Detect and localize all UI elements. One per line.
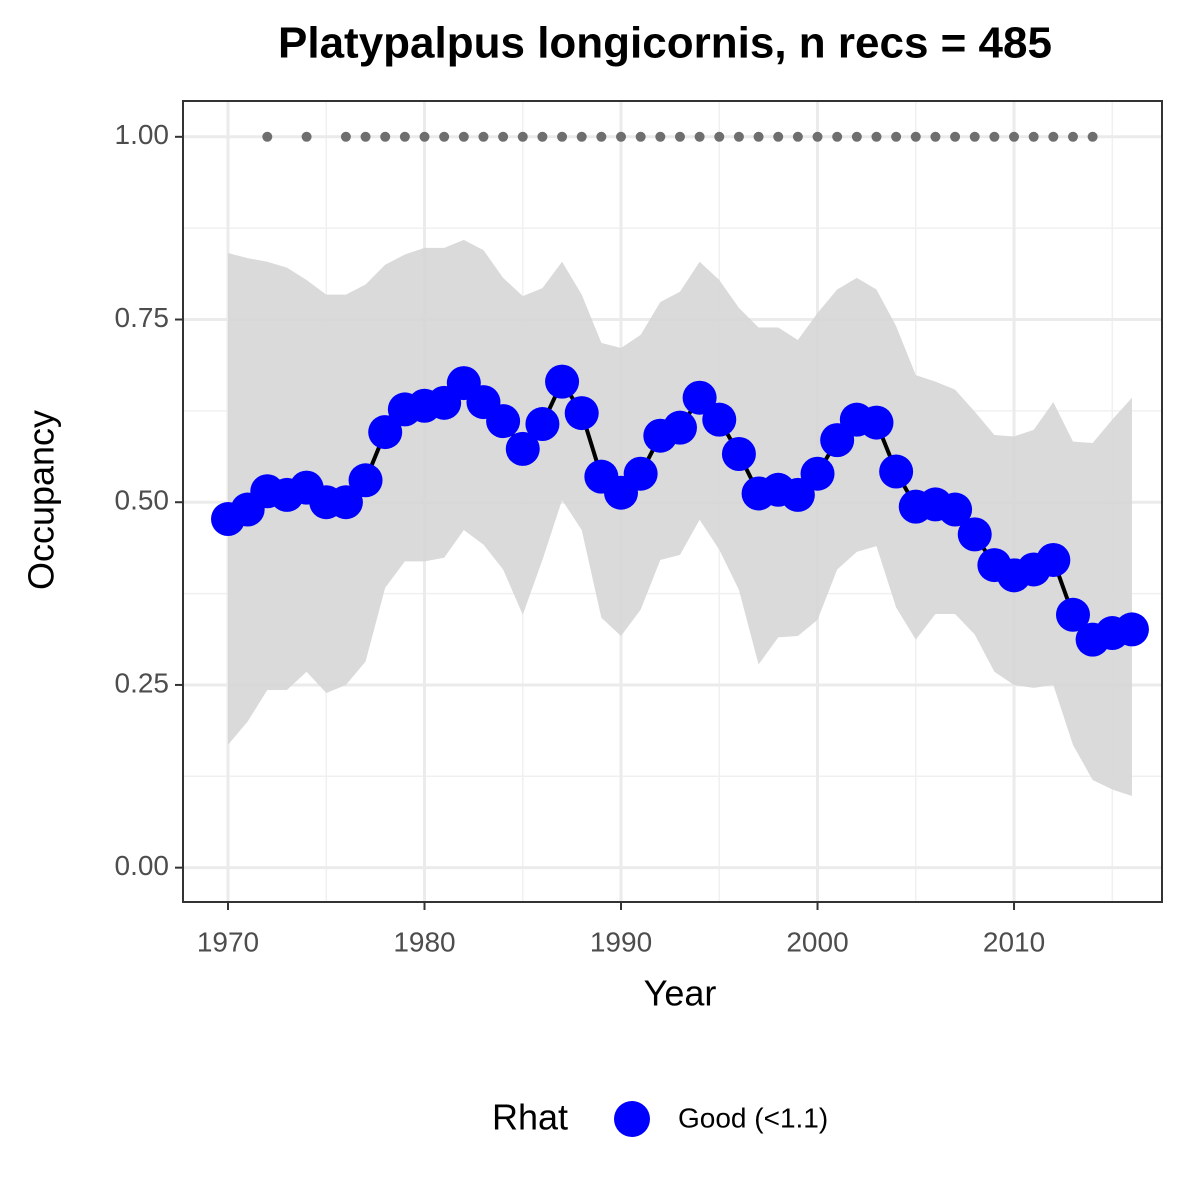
record-dot (832, 131, 843, 142)
record-dot (1028, 131, 1039, 142)
record-dot (576, 131, 587, 142)
point (505, 431, 540, 466)
point (328, 485, 363, 520)
record-dot (616, 131, 627, 142)
y-tick-label: 0.75 (115, 302, 170, 333)
point (859, 405, 894, 440)
record-dot (1087, 131, 1098, 142)
point (623, 456, 658, 491)
y-tick-label: 0.25 (115, 667, 170, 698)
record-dot (439, 131, 450, 142)
record-dot (989, 131, 1000, 142)
record-dot (871, 131, 882, 142)
y-tick-label: 0.50 (115, 485, 170, 516)
y-axis-title: Occupancy (21, 410, 62, 590)
record-dot (399, 131, 410, 142)
record-dot (262, 131, 273, 142)
point (1055, 597, 1090, 632)
legend-key (614, 1101, 650, 1137)
record-dot (812, 131, 823, 142)
point (721, 436, 756, 471)
record-dot (1067, 131, 1078, 142)
record-dot (478, 131, 489, 142)
record-dot (851, 131, 862, 142)
x-tick-label: 2000 (786, 926, 848, 957)
record-dot (301, 131, 312, 142)
point (525, 407, 560, 442)
point (486, 404, 521, 439)
record-dot (930, 131, 941, 142)
record-dot (1009, 131, 1020, 142)
record-dot (674, 131, 685, 142)
record-dot (753, 131, 764, 142)
y-tick-label: 0.00 (115, 850, 170, 881)
record-dot (498, 131, 509, 142)
x-tick-label: 1990 (590, 926, 652, 957)
record-dot (792, 131, 803, 142)
point (368, 415, 403, 450)
point (938, 492, 973, 527)
record-dot (694, 131, 705, 142)
record-dot (635, 131, 646, 142)
record-dot (380, 131, 391, 142)
record-dot (419, 131, 430, 142)
point (800, 456, 835, 491)
legend-title: Rhat (492, 1097, 568, 1138)
point (682, 380, 717, 415)
x-axis-title: Year (644, 973, 717, 1014)
point (564, 396, 599, 431)
record-dot (360, 131, 371, 142)
record-dot (458, 131, 469, 142)
x-tick-label: 1970 (197, 926, 259, 957)
record-dot (537, 131, 548, 142)
record-dot (714, 131, 725, 142)
point (702, 402, 737, 437)
record-dot (773, 131, 784, 142)
point (1114, 612, 1149, 647)
confidence-band (228, 239, 1132, 797)
record-dot (557, 131, 568, 142)
x-tick-label: 1980 (393, 926, 455, 957)
record-dot (1048, 131, 1059, 142)
point (1036, 542, 1071, 577)
record-dot (733, 131, 744, 142)
record-dot (596, 131, 607, 142)
record-dot (517, 131, 528, 142)
record-dot (950, 131, 961, 142)
legend-label: Good (<1.1) (678, 1102, 828, 1133)
point (545, 364, 580, 399)
record-dot (910, 131, 921, 142)
point (348, 463, 383, 498)
record-dot (891, 131, 902, 142)
point (662, 410, 697, 445)
y-tick-label: 1.00 (115, 119, 170, 150)
x-tick-label: 2010 (983, 926, 1045, 957)
record-dot (969, 131, 980, 142)
point (879, 454, 914, 489)
point (957, 517, 992, 552)
record-dot (340, 131, 351, 142)
chart-title: Platypalpus longicornis, n recs = 485 (278, 19, 1052, 68)
record-dot (655, 131, 666, 142)
